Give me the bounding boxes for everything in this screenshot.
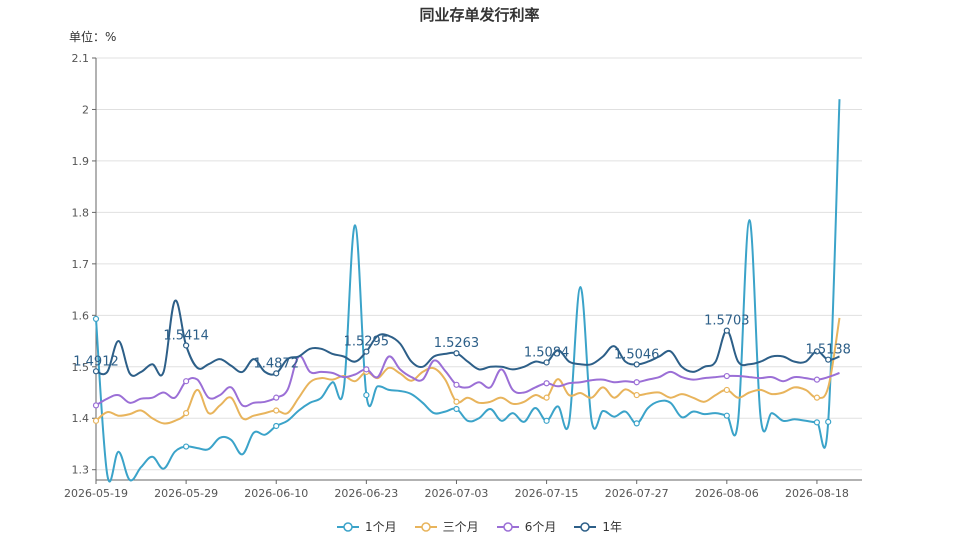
series-line-0 <box>95 99 841 483</box>
data-point <box>633 361 640 368</box>
legend-item-1y[interactable]: 1年 <box>574 518 622 535</box>
data-point <box>273 370 280 377</box>
line-chart: 1.3 1.4 1.5 1.6 1.7 1.8 1.9 2 2.1 2026-05-19 2026-… <box>64 52 862 500</box>
legend-swatch-icon <box>414 521 437 532</box>
data-point <box>453 398 460 405</box>
y-tick-label: 2.1 <box>72 52 90 65</box>
legend: 1个月 三个月 6个月 1年 <box>0 518 959 535</box>
data-point <box>723 372 730 380</box>
legend-label: 6个月 <box>524 520 557 534</box>
data-point <box>813 394 821 401</box>
x-tick-label: 2026-05-19 <box>64 487 128 500</box>
y-tick-label: 1.7 <box>72 258 90 271</box>
data-point <box>723 327 730 334</box>
data-point <box>543 394 550 401</box>
legend-item-3m[interactable]: 三个月 <box>414 518 479 535</box>
legend-swatch-icon <box>496 521 519 532</box>
data-point <box>453 350 460 357</box>
y-tick-label: 2 <box>82 103 89 116</box>
data-point <box>363 391 370 399</box>
data-point <box>825 418 832 425</box>
legend-label: 1个月 <box>365 520 397 534</box>
data-label: 1.5295 <box>344 335 390 350</box>
chart-title: 同业存单发行利率 <box>419 6 540 24</box>
x-tick-label: 2026-08-06 <box>695 487 759 500</box>
data-point <box>273 407 280 414</box>
data-point <box>813 348 821 355</box>
x-tick-label: 2026-08-18 <box>785 487 849 500</box>
x-tick-label: 2026-05-29 <box>154 487 218 500</box>
data-point <box>543 359 550 366</box>
y-tick-label: 1.6 <box>72 309 90 322</box>
legend-swatch-icon <box>574 521 597 532</box>
data-point <box>453 381 460 388</box>
y-tick-label: 1.9 <box>72 155 90 168</box>
series-layer <box>92 99 841 483</box>
series-line-1 <box>95 317 841 425</box>
data-point <box>633 420 640 427</box>
y-tick-label: 1.3 <box>72 464 90 477</box>
data-label: 1.5084 <box>524 345 570 360</box>
data-point <box>813 376 821 383</box>
data-point <box>183 342 190 349</box>
data-label: 1.5138 <box>805 343 851 358</box>
data-point <box>723 386 730 394</box>
data-point <box>363 366 370 373</box>
data-point <box>543 380 550 387</box>
data-point <box>92 417 100 424</box>
data-label: 1.5703 <box>704 314 750 329</box>
data-point <box>183 378 190 385</box>
x-tick-label: 2026-06-23 <box>334 487 398 500</box>
x-tick-label: 2026-07-27 <box>605 487 669 500</box>
y-tick-label: 1.8 <box>72 206 90 219</box>
y-tick-label: 1.4 <box>72 412 90 425</box>
legend-item-6m[interactable]: 6个月 <box>496 518 557 535</box>
data-point <box>92 315 100 323</box>
legend-swatch-icon <box>337 521 360 532</box>
data-point <box>825 356 832 363</box>
data-point <box>183 409 190 417</box>
data-point <box>92 402 100 409</box>
series-line-2 <box>95 355 840 408</box>
data-point <box>723 412 730 419</box>
data-point <box>273 394 280 401</box>
data-point <box>183 443 190 450</box>
grid-lines <box>96 57 862 471</box>
axes: 1.3 1.4 1.5 1.6 1.7 1.8 1.9 2 2.1 2026-05-19 2026-… <box>64 52 862 500</box>
data-point <box>363 348 370 355</box>
legend-label: 1年 <box>602 520 622 534</box>
series-line-3 <box>95 299 840 377</box>
legend-label: 三个月 <box>442 520 479 534</box>
x-tick-label: 2026-07-03 <box>425 487 489 500</box>
data-label: 1.5046 <box>614 347 660 362</box>
unit-label: 单位：% <box>69 30 117 44</box>
data-point <box>273 422 280 430</box>
data-label: 1.4872 <box>253 356 299 371</box>
x-tick-label: 2026-06-10 <box>244 487 308 500</box>
data-label: 1.5263 <box>434 336 480 351</box>
data-point <box>633 391 640 399</box>
x-tick-label: 2026-07-15 <box>515 487 579 500</box>
data-point <box>92 368 100 375</box>
data-point <box>543 417 550 424</box>
data-label: 1.5414 <box>163 328 209 343</box>
legend-item-1m[interactable]: 1个月 <box>337 518 397 535</box>
data-point <box>813 419 821 426</box>
data-point <box>633 379 640 386</box>
data-point <box>453 405 460 413</box>
point-labels: 1.4912 1.5414 1.4872 1.5295 1.5263 1.5084 1.50… <box>73 314 851 372</box>
y-tick-label: 1.5 <box>72 361 90 374</box>
data-label: 1.4912 <box>73 354 119 369</box>
